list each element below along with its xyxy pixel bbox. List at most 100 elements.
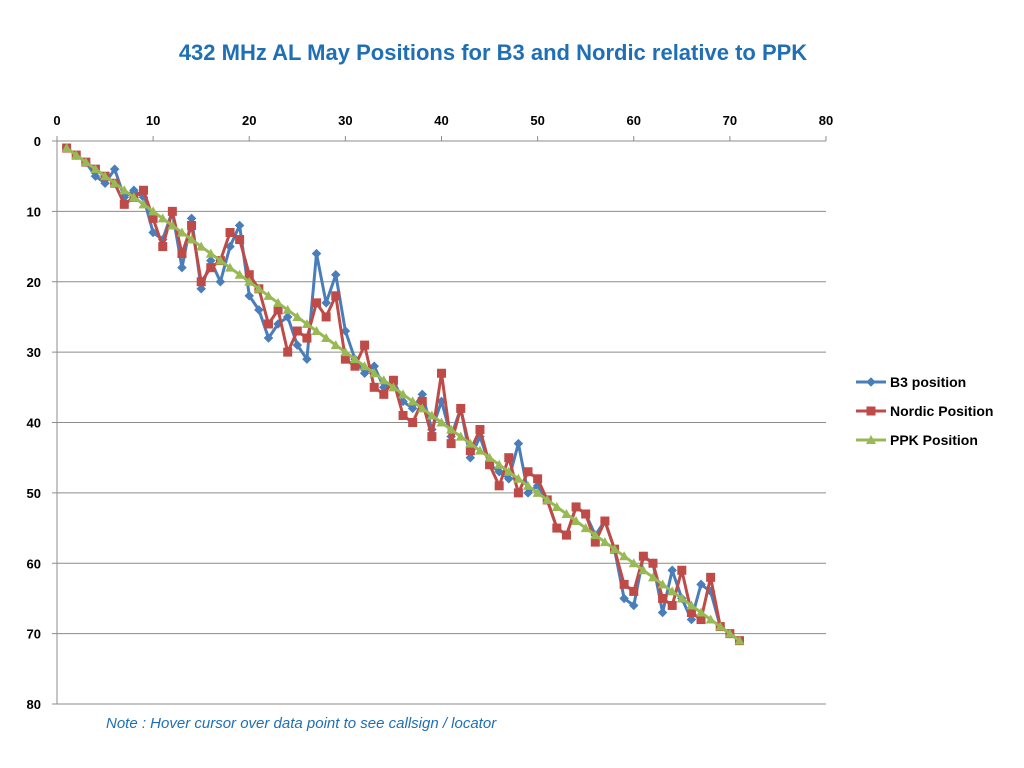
nordic-position-point	[187, 220, 197, 230]
ppk-position-point	[638, 565, 649, 575]
ppk-position-point	[513, 473, 524, 483]
b3-position-point	[523, 488, 533, 498]
nordic-position-point	[350, 361, 360, 371]
nordic-position-point	[302, 333, 312, 343]
x-tick-label-80: 80	[819, 113, 833, 128]
nordic-position-point	[177, 249, 187, 259]
nordic-position-point	[561, 530, 571, 540]
ppk-position-point	[705, 614, 716, 624]
nordic-position-point	[292, 326, 302, 336]
nordic-position-point	[533, 474, 543, 484]
ppk-position-point	[388, 382, 399, 392]
nordic-position-point	[513, 488, 523, 498]
b3-position-point	[513, 438, 524, 449]
nordic-position-point	[331, 291, 341, 301]
b3-position-point	[234, 220, 245, 231]
x-tick-label-20: 20	[242, 113, 256, 128]
ppk-position-point	[176, 227, 187, 237]
b3-position-point	[196, 283, 207, 294]
y-tick-label-0: 0	[34, 134, 41, 149]
b3-position-point	[696, 579, 706, 590]
ppk-position-point	[128, 192, 139, 202]
y-tick-label-50: 50	[27, 486, 41, 501]
ppk-position-point	[667, 586, 678, 596]
legend-marker-nordic-position	[866, 406, 876, 416]
ppk-position-point	[90, 164, 101, 174]
ppk-position-point	[426, 410, 437, 420]
ppk-position-point	[301, 318, 312, 328]
b3-position-point	[667, 565, 678, 576]
ppk-position-point	[349, 354, 360, 364]
ppk-position-point	[407, 396, 418, 406]
ppk-position-point	[359, 361, 370, 371]
ppk-position-point	[225, 262, 236, 272]
ppk-position-point	[657, 579, 668, 589]
nordic-position-point	[196, 277, 206, 287]
ppk-position-point	[71, 150, 82, 160]
ppk-position-point	[715, 621, 726, 631]
ppk-position-point	[465, 438, 476, 448]
nordic-position-point	[235, 235, 245, 245]
chart-title: 432 MHz AL May Positions for B3 and Nord…	[178, 40, 808, 65]
nordic-position-point	[369, 382, 379, 392]
ppk-position-point	[196, 241, 207, 251]
ppk-position-point	[551, 501, 562, 511]
nordic-position-point	[552, 523, 562, 533]
ppk-position-point	[628, 558, 639, 568]
ppk-position-point	[80, 157, 91, 167]
b3-position-point	[302, 354, 312, 365]
nordic-position-point	[263, 319, 273, 329]
ppk-position-point	[619, 551, 630, 561]
nordic-position-point	[475, 425, 485, 435]
nordic-position-point	[638, 551, 648, 561]
ppk-position-point	[119, 185, 130, 195]
b3-position-point	[494, 466, 505, 477]
b3-position-point	[282, 312, 293, 322]
b3-position-point	[100, 178, 110, 189]
ppk-position-point	[503, 466, 514, 476]
nordic-position-point	[408, 418, 418, 427]
ppk-position-point	[311, 326, 322, 336]
b3-position-point	[311, 248, 322, 259]
ppk-position-point	[234, 269, 245, 279]
nordic-position-point	[379, 389, 389, 399]
nordic-position-point	[427, 432, 437, 442]
ppk-position-point	[571, 516, 582, 526]
legend-marker-b3-position	[866, 377, 876, 387]
y-tick-label-10: 10	[27, 204, 41, 219]
nordic-position-point	[340, 354, 350, 364]
nordic-position-point	[667, 600, 677, 610]
ppk-position-point	[455, 431, 466, 441]
nordic-position-point	[686, 608, 696, 618]
y-tick-label-80: 80	[27, 697, 41, 712]
nordic-position-point	[456, 403, 466, 413]
ppk-position-point	[647, 572, 658, 582]
legend-marker-ppk-position	[866, 435, 876, 444]
ppk-position-point	[561, 508, 572, 518]
nordic-position-point	[158, 242, 168, 252]
ppk-position-point	[686, 600, 697, 610]
nordic-position-point	[590, 537, 600, 547]
nordic-position-point	[119, 199, 129, 209]
ppk-position-point	[330, 340, 341, 350]
b3-position-point	[90, 171, 101, 182]
nordic-position-point	[465, 446, 475, 456]
b3-position-point	[686, 614, 697, 625]
b3-position-point	[619, 593, 629, 604]
ppk-position-point	[484, 452, 495, 462]
nordic-position-point	[417, 396, 427, 406]
nordic-position-point	[658, 593, 668, 603]
ppk-position-point	[340, 347, 351, 357]
y-tick-label-70: 70	[27, 627, 41, 642]
ppk-position-point	[474, 445, 485, 455]
nordic-position-point	[619, 579, 629, 589]
b3-position-point	[407, 403, 418, 414]
ppk-position-point	[215, 255, 226, 265]
ppk-position-point	[446, 424, 457, 434]
ppk-position-point	[244, 276, 255, 286]
y-tick-label-60: 60	[27, 556, 41, 571]
nordic-position-point	[523, 467, 533, 477]
ppk-position-point	[523, 480, 534, 490]
